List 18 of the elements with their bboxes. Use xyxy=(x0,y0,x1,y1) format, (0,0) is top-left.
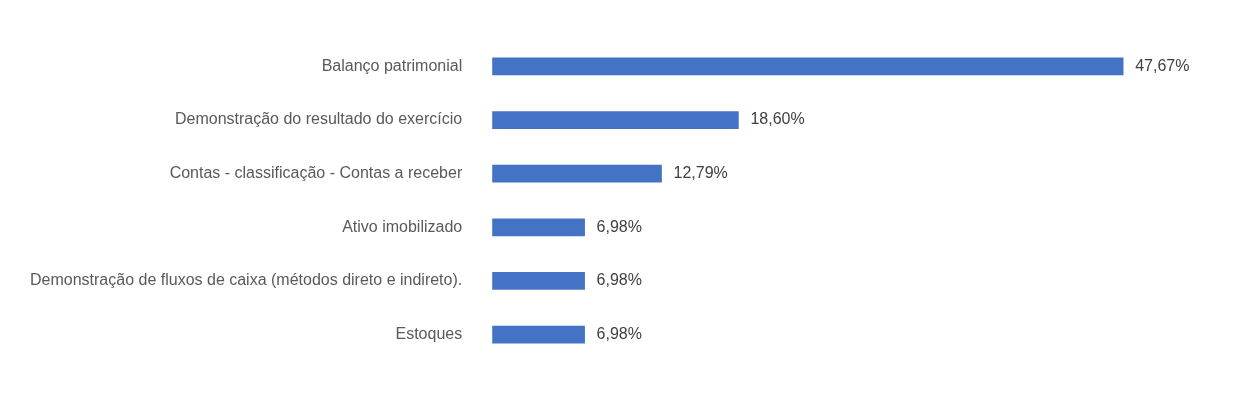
data-label: 6,98% xyxy=(596,217,642,235)
y-tick-label: Ativo imobilizado xyxy=(342,217,463,235)
y-tick-label: Estoques xyxy=(395,324,463,342)
data-label: 18,60% xyxy=(750,110,805,128)
y-tick-label: Balanço patrimonial xyxy=(321,56,463,74)
bar xyxy=(492,164,662,183)
bar xyxy=(492,57,1124,76)
y-tick-label: Demonstração de fluxos de caixa (métodos direto e indireto). xyxy=(30,271,463,289)
data-label: 6,98% xyxy=(596,324,642,342)
bar xyxy=(492,218,585,237)
y-tick-label: Contas - classificação - Contas a receber xyxy=(169,164,463,182)
data-label: 6,98% xyxy=(596,271,642,289)
data-label: 12,79% xyxy=(673,164,728,182)
data-label: 47,67% xyxy=(1135,56,1190,74)
y-tick-label: Demonstração do resultado do exercício xyxy=(174,110,463,128)
bar xyxy=(492,272,585,290)
bar xyxy=(492,325,585,344)
bar xyxy=(492,111,739,129)
